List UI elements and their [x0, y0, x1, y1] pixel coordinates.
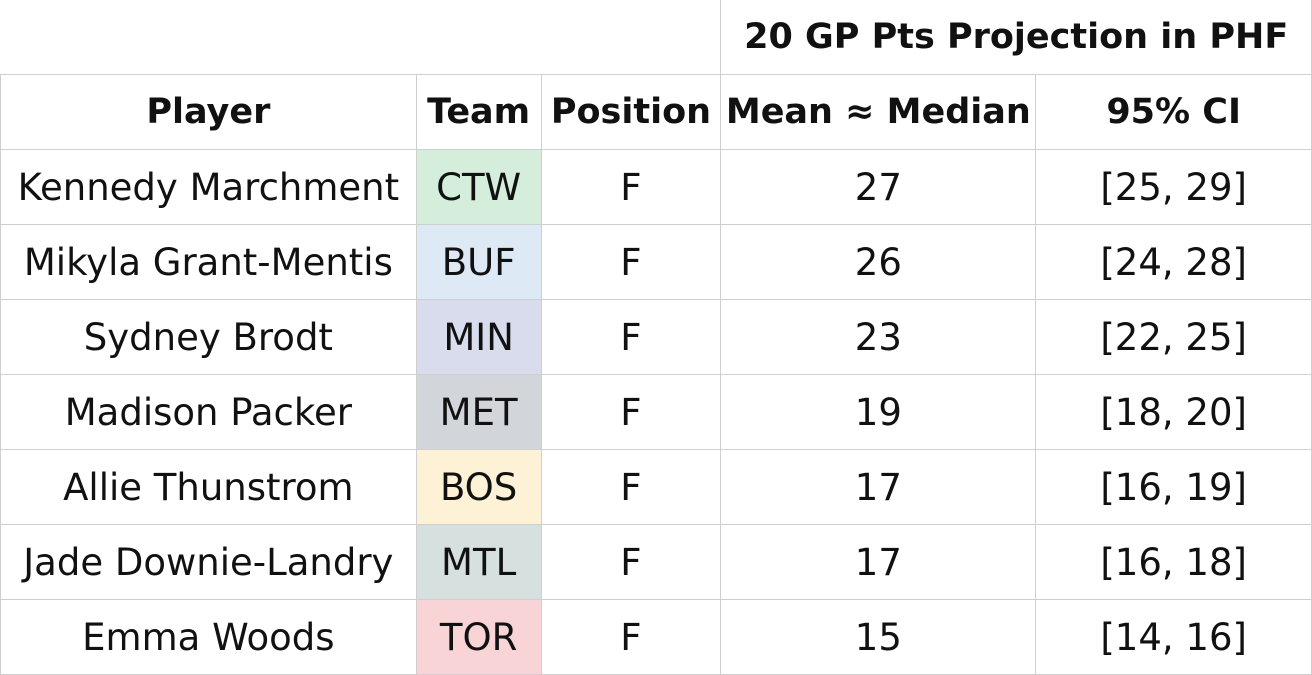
team-cell: BOS [415, 449, 542, 525]
position-cell: F [540, 149, 722, 225]
player-cell: Jade Downie-Landry [0, 524, 417, 600]
table-row: Madison Packer MET F 19 [18, 20] [0, 374, 1312, 450]
position-cell: F [540, 374, 722, 450]
table-row: Emma Woods TOR F 15 [14, 16] [0, 599, 1312, 675]
player-cell: Mikyla Grant-Mentis [0, 224, 417, 300]
ci-cell: [14, 16] [1035, 599, 1312, 675]
mean-cell: 17 [720, 524, 1037, 600]
position-cell: F [540, 524, 722, 600]
mean-cell: 26 [720, 224, 1037, 300]
ci-cell: [22, 25] [1035, 299, 1312, 375]
position-cell: F [540, 299, 722, 375]
table-row: Mikyla Grant-Mentis BUF F 26 [24, 28] [0, 224, 1312, 300]
ci-cell: [16, 19] [1035, 449, 1312, 525]
team-cell: MIN [415, 299, 542, 375]
mean-cell: 15 [720, 599, 1037, 675]
player-cell: Sydney Brodt [0, 299, 417, 375]
team-cell: CTW [415, 149, 542, 225]
table-row: Jade Downie-Landry MTL F 17 [16, 18] [0, 524, 1312, 600]
table-row: Sydney Brodt MIN F 23 [22, 25] [0, 299, 1312, 375]
position-cell: F [540, 224, 722, 300]
group-header-spacer [1, 0, 721, 75]
position-cell: F [540, 449, 722, 525]
player-cell: Kennedy Marchment [0, 149, 417, 225]
column-header-position[interactable]: Position [540, 74, 722, 150]
column-header-ci[interactable]: 95% CI [1035, 74, 1312, 150]
group-header-row: 20 GP Pts Projection in PHF [1, 0, 1312, 75]
mean-cell: 19 [720, 374, 1037, 450]
column-header-player[interactable]: Player [0, 74, 417, 150]
team-cell: TOR [415, 599, 542, 675]
team-cell: MTL [415, 524, 542, 600]
mean-cell: 23 [720, 299, 1037, 375]
mean-cell: 27 [720, 149, 1037, 225]
column-header-row: Player Team Position Mean ≈ Median 95% C… [0, 74, 1312, 150]
group-header: 20 GP Pts Projection in PHF [720, 0, 1312, 75]
player-cell: Emma Woods [0, 599, 417, 675]
player-cell: Madison Packer [0, 374, 417, 450]
ci-cell: [18, 20] [1035, 374, 1312, 450]
mean-cell: 17 [720, 449, 1037, 525]
column-header-mean-median[interactable]: Mean ≈ Median [720, 74, 1037, 150]
table-row: Kennedy Marchment CTW F 27 [25, 29] [0, 149, 1312, 225]
ci-cell: [25, 29] [1035, 149, 1312, 225]
team-cell: MET [415, 374, 542, 450]
position-cell: F [540, 599, 722, 675]
team-cell: BUF [415, 224, 542, 300]
ci-cell: [24, 28] [1035, 224, 1312, 300]
table-row: Allie Thunstrom BOS F 17 [16, 19] [0, 449, 1312, 525]
ci-cell: [16, 18] [1035, 524, 1312, 600]
player-cell: Allie Thunstrom [0, 449, 417, 525]
column-header-team[interactable]: Team [415, 74, 542, 150]
